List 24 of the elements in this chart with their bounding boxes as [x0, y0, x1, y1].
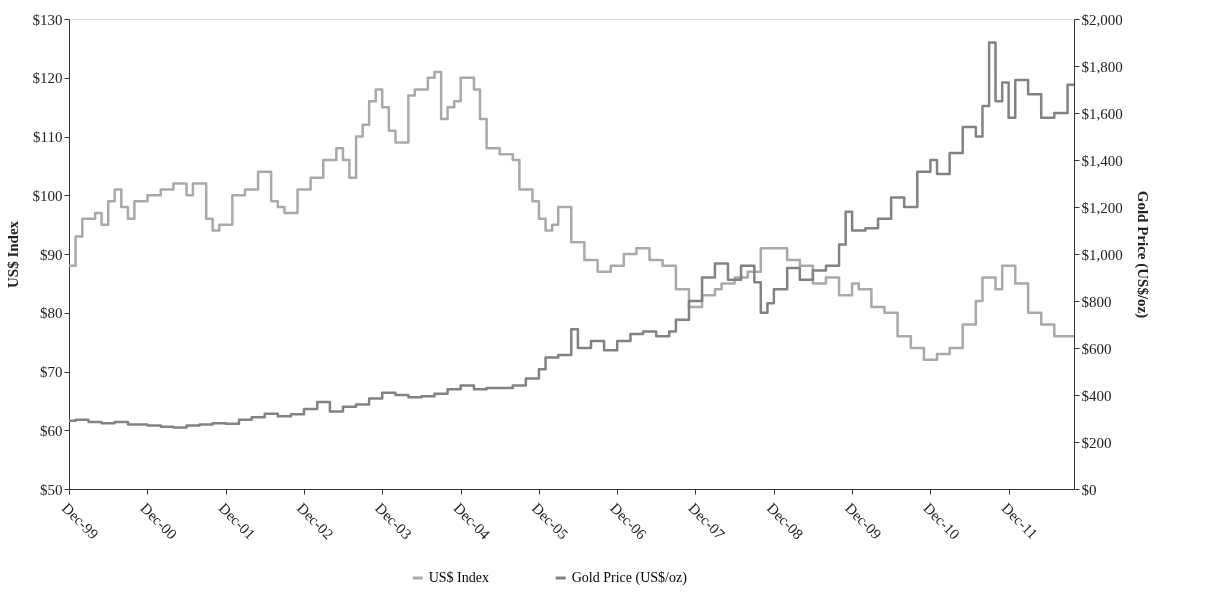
y2-tick-label: $800: [1081, 293, 1112, 310]
y-tick-label: $70: [40, 364, 63, 380]
y2-tick-label: $1,200: [1081, 199, 1123, 216]
legend-label: Gold Price (US$/oz): [571, 570, 688, 586]
y2-tick-label: $400: [1081, 387, 1112, 404]
y-tick-label: $100: [32, 187, 63, 204]
y-tick-label: $110: [33, 129, 63, 145]
y2-tick-label: $0: [1081, 481, 1097, 498]
y2-tick-label: $1,800: [1081, 58, 1123, 75]
y2-tick-label: $200: [1081, 434, 1112, 451]
y2-axis-title: Gold Price (US$/oz): [1133, 190, 1151, 319]
y2-tick-label: $600: [1081, 340, 1112, 357]
y2-tick-label: $2,000: [1081, 11, 1123, 28]
y2-tick-label: $1,600: [1081, 105, 1123, 122]
y2-tick-label: $1,400: [1081, 152, 1123, 169]
y-tick-label: $80: [40, 305, 63, 322]
y-axis-title: US$ Index: [4, 220, 21, 289]
y-tick-label: $130: [32, 11, 63, 28]
y-tick-label: $50: [40, 481, 63, 498]
y-tick-label: $120: [32, 70, 63, 87]
legend-label: US$ Index: [428, 570, 489, 585]
y-tick-label: $60: [40, 422, 63, 439]
y-tick-label: $90: [40, 246, 63, 263]
y2-tick-label: $1,000: [1081, 246, 1123, 263]
